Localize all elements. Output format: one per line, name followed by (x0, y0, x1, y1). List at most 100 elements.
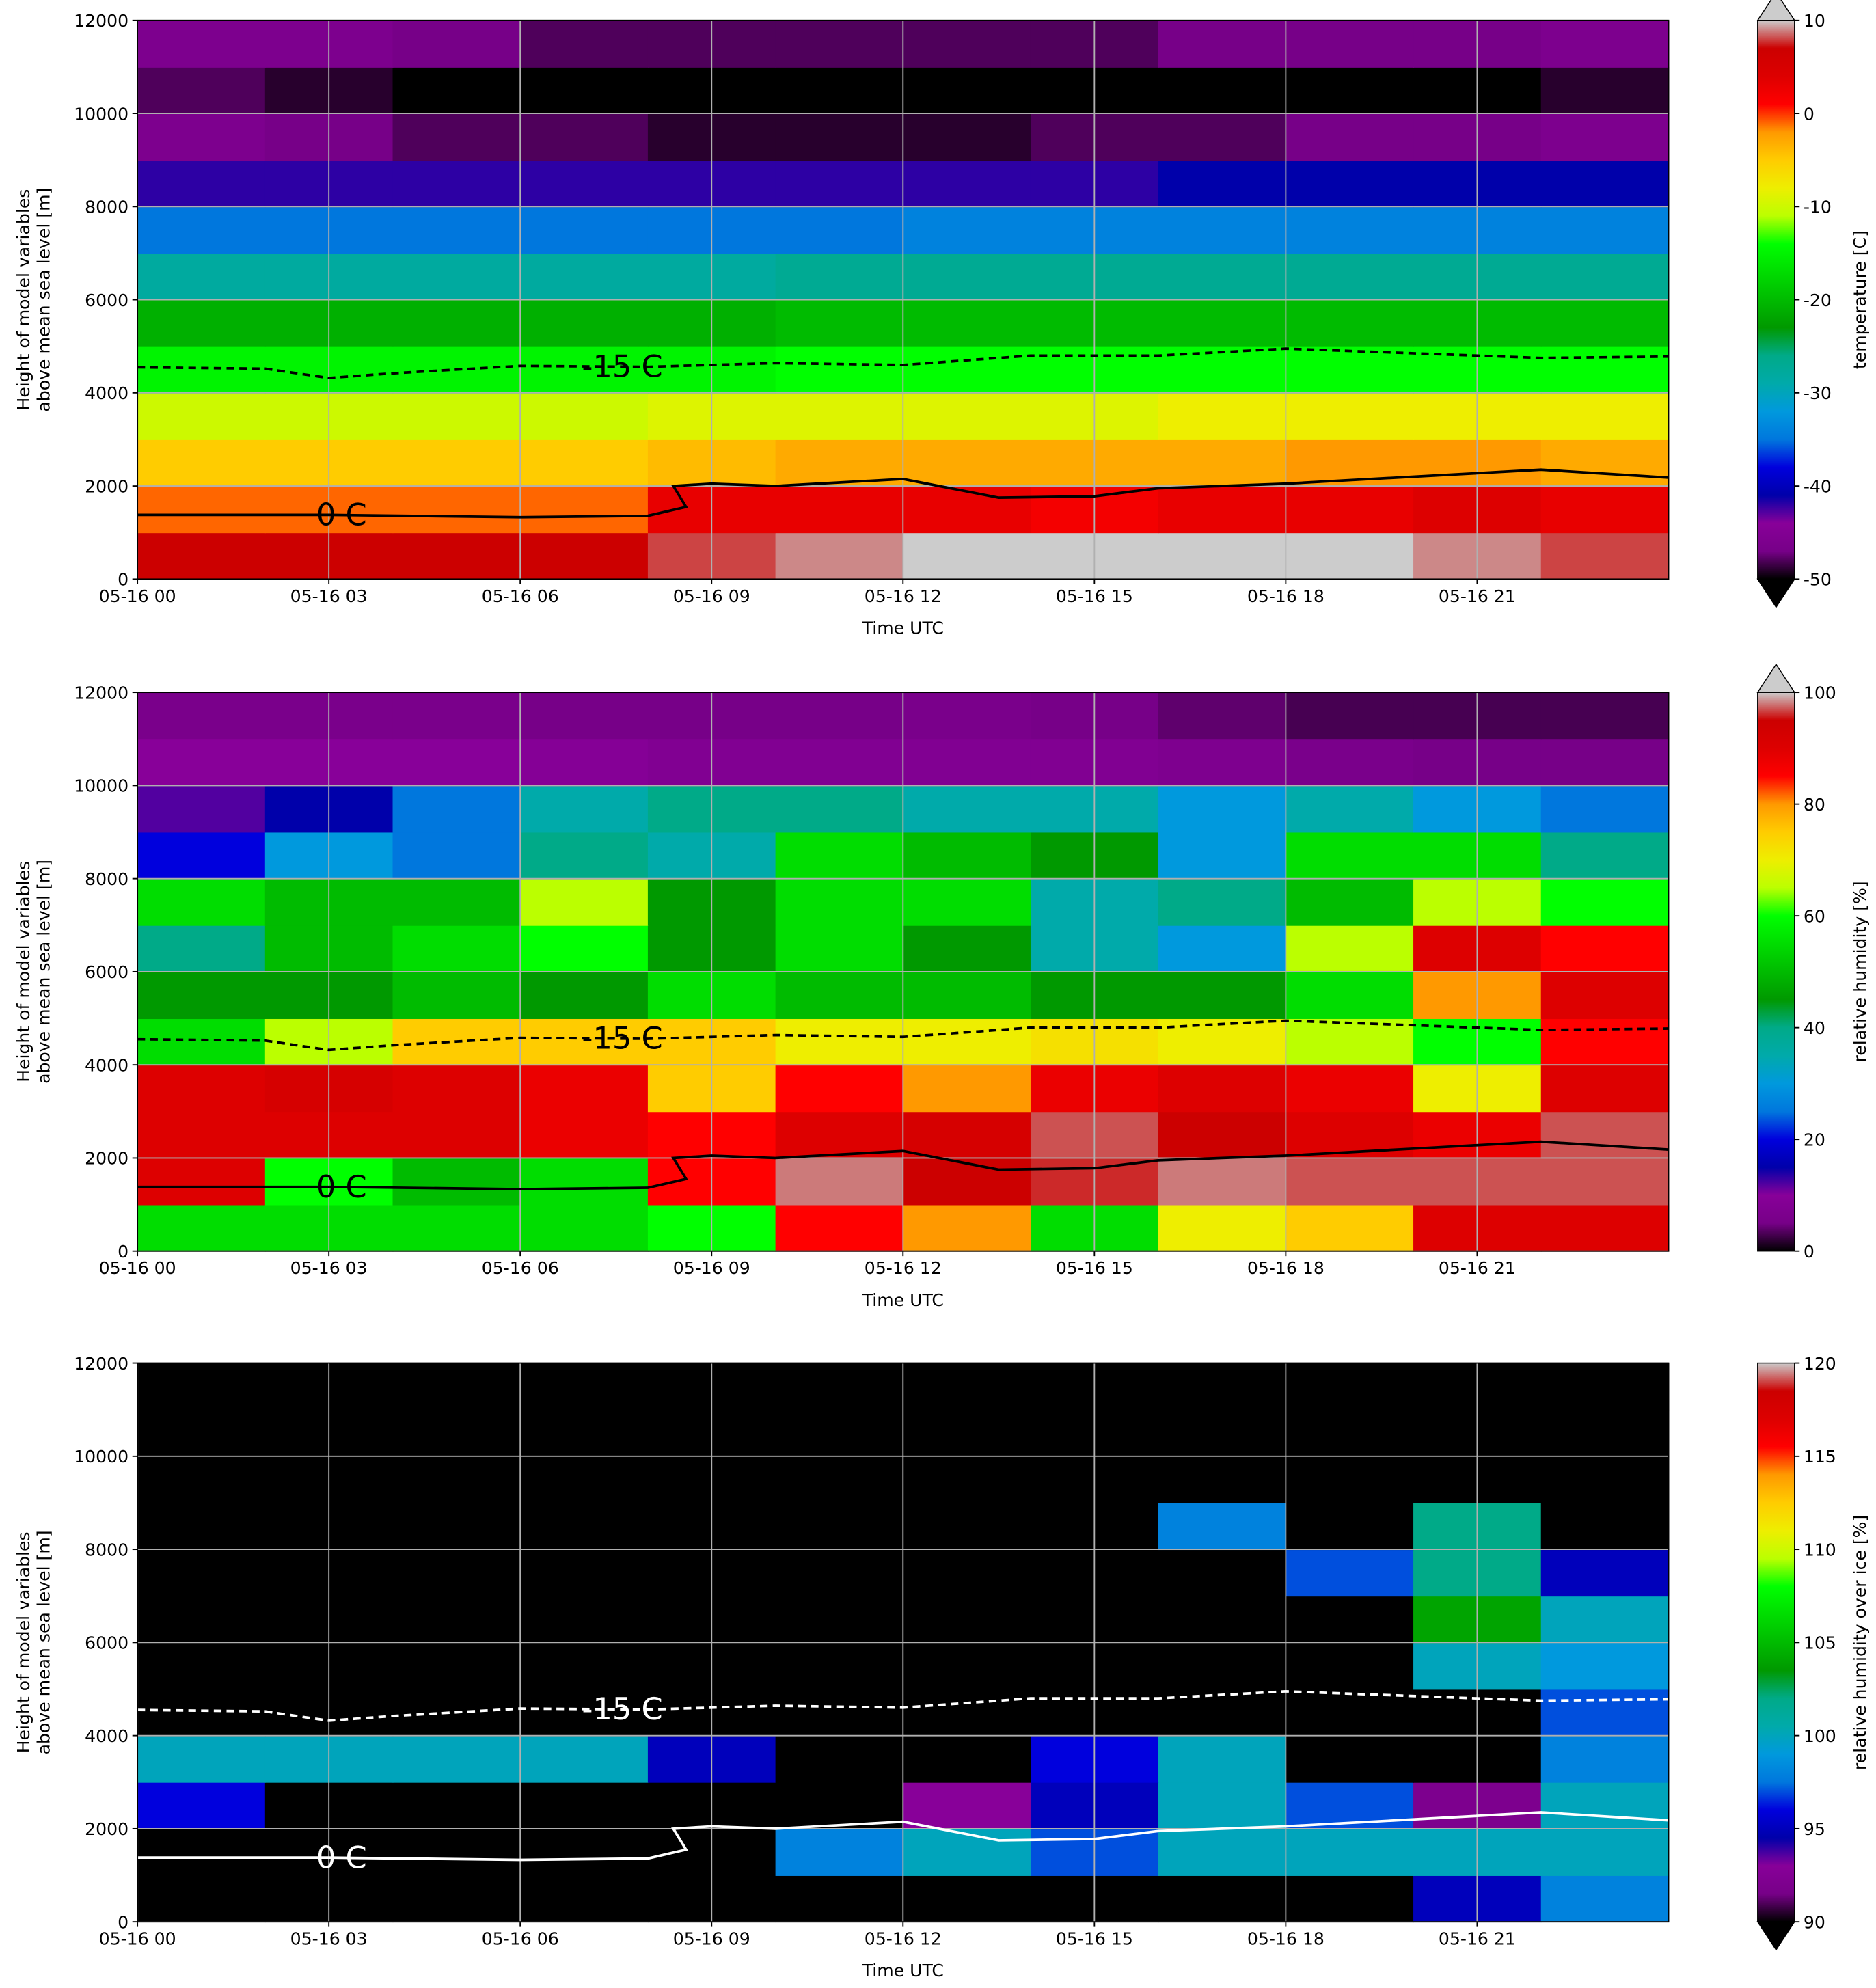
y-tick-label: 10000 (74, 776, 128, 796)
y-tick-label: 12000 (74, 11, 128, 31)
heatmap-cell (775, 486, 904, 534)
heatmap-cell (1286, 299, 1414, 347)
heatmap-cell (137, 1456, 266, 1503)
heatmap-cell (1286, 66, 1414, 114)
heatmap-cell (137, 1596, 266, 1644)
heatmap-cell (775, 878, 904, 926)
heatmap-cell (392, 206, 521, 254)
x-tick-label: 05-16 06 (482, 1929, 559, 1949)
heatmap-cell (1158, 1735, 1287, 1783)
heatmap-cell (520, 113, 649, 161)
y-tick-label: 4000 (85, 383, 128, 403)
y-tick-label: 8000 (85, 198, 128, 217)
heatmap-cell (1540, 739, 1670, 787)
heatmap-cell (392, 113, 521, 161)
heatmap-cell (392, 925, 521, 972)
colorbar-tick-label: 100 (1804, 683, 1836, 703)
heatmap-cell (520, 1875, 649, 1923)
heatmap-cell (520, 925, 649, 972)
heatmap-cell (392, 1409, 521, 1457)
heatmap-cell (903, 392, 1031, 440)
heatmap-cell (903, 785, 1031, 833)
heatmap-cell (1158, 1828, 1287, 1876)
heatmap-cell (775, 439, 904, 487)
heatmap-cell (137, 739, 266, 787)
heatmap-cell (1540, 392, 1670, 440)
heatmap-cell (137, 878, 266, 926)
heatmap-cell (1540, 1782, 1670, 1829)
heatmap-cell (1158, 1111, 1287, 1159)
heatmap-cell (903, 160, 1031, 208)
y-axis-label: Height of model variables (14, 189, 33, 411)
heatmap-cell (137, 1689, 266, 1737)
heatmap-cell (903, 1828, 1031, 1876)
heatmap-cell (520, 532, 649, 580)
heatmap-cell (1286, 1875, 1414, 1923)
heatmap-cell (392, 1204, 521, 1252)
heatmap-cell (1286, 532, 1414, 580)
colorbar-tick-label: 100 (1804, 1726, 1836, 1746)
heatmap-cell (1158, 299, 1287, 347)
heatmap-cell (137, 346, 266, 394)
heatmap-cell (1286, 832, 1414, 880)
heatmap-cell (1158, 1549, 1287, 1597)
heatmap-cell (903, 692, 1031, 740)
heatmap-cell (1540, 1596, 1670, 1644)
colorbar-tick-label: 115 (1804, 1447, 1836, 1467)
colorbar-tick-label: -30 (1804, 383, 1832, 403)
heatmap-cell (137, 1782, 266, 1829)
heatmap-cell (1540, 1549, 1670, 1597)
colorbar-extend-min (1756, 1921, 1796, 1951)
heatmap-cell (775, 1782, 904, 1829)
heatmap-cell (1158, 1018, 1287, 1066)
heatmap-cell (903, 299, 1031, 347)
heatmap-cell (520, 739, 649, 787)
heatmap-cell (1540, 346, 1670, 394)
x-tick-label: 05-16 03 (290, 586, 368, 606)
heatmap-cell (1158, 1158, 1287, 1206)
heatmap-cell (520, 878, 649, 926)
heatmap-cell (137, 66, 266, 114)
heatmap-cell (392, 1363, 521, 1411)
heatmap-cell (1540, 1502, 1670, 1551)
heatmap-cell (903, 1875, 1031, 1923)
heatmap-cell (137, 925, 266, 972)
heatmap-cell (1158, 1782, 1287, 1829)
heatmap-cell (775, 1502, 904, 1551)
heatmap-cell (137, 392, 266, 440)
x-tick-label: 05-16 18 (1247, 1258, 1324, 1278)
heatmap-cell (1158, 1596, 1287, 1644)
heatmap-cell (520, 1456, 649, 1503)
x-tick-label: 05-16 09 (673, 1258, 750, 1278)
x-tick-label: 05-16 12 (865, 586, 942, 606)
heatmap-cell (1540, 1735, 1670, 1783)
heatmap-cell (775, 832, 904, 880)
heatmap-cell (520, 392, 649, 440)
heatmap-cell (1540, 486, 1670, 534)
heatmap-cell (903, 1782, 1031, 1829)
heatmap-cell (1286, 1735, 1414, 1783)
heatmap (137, 692, 1670, 1252)
heatmap-cell (1286, 160, 1414, 208)
contour-label: -15 C (582, 1021, 662, 1057)
heatmap-cell (520, 346, 649, 394)
heatmap-cell (775, 971, 904, 1019)
heatmap-cell (520, 1065, 649, 1113)
heatmap-cell (392, 971, 521, 1019)
heatmap-cell (137, 20, 266, 68)
heatmap-cell (520, 1158, 649, 1206)
heatmap-cell (520, 1689, 649, 1737)
heatmap-cell (775, 206, 904, 254)
colorbar-tick-label: 20 (1804, 1130, 1825, 1149)
heatmap-cell (1286, 1642, 1414, 1690)
colorbar (1757, 1362, 1795, 1922)
heatmap-cell (1540, 1689, 1670, 1737)
heatmap-cell (137, 1204, 266, 1252)
heatmap-cell (137, 1018, 266, 1066)
y-tick-label: 8000 (85, 1540, 128, 1560)
heatmap-cell (775, 1018, 904, 1066)
colorbar-extend-max (1756, 663, 1796, 693)
heatmap-cell (137, 532, 266, 580)
colorbar-tick-label: 80 (1804, 795, 1825, 815)
